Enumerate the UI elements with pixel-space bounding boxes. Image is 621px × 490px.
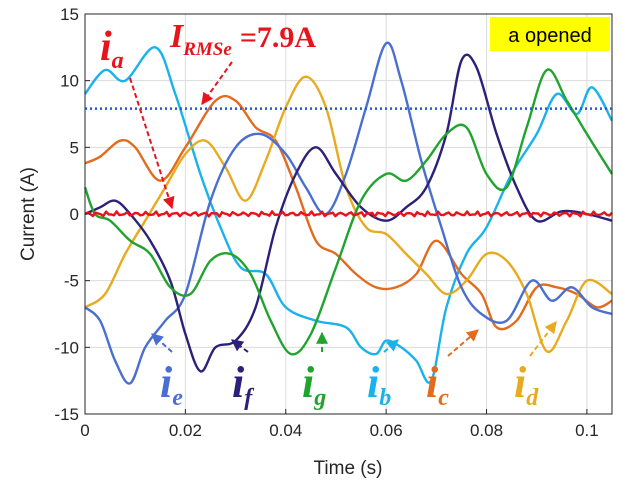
rms-label-sub: RMSe: [182, 39, 232, 60]
series-arrow-c: [447, 329, 479, 357]
series-label-f: if: [232, 358, 254, 411]
series-line-c: [84, 94, 613, 331]
y-tick-label: 0: [70, 205, 79, 224]
ticks: 0 0.02 0.04 0.06 0.08 0.1 15 10 5 0 -5 -10 -15: [54, 5, 598, 440]
opened-badge: [490, 17, 610, 51]
x-tick-label: 0.08: [470, 421, 503, 440]
series-arrow-e: [151, 333, 173, 353]
series-arrow-b: [383, 339, 399, 353]
rms-label-main: I: [169, 18, 185, 55]
x-tick-label: 0.1: [575, 421, 599, 440]
x-tick-label: 0: [80, 421, 89, 440]
series-line-a: [84, 210, 613, 218]
rms-label: IRMSe =7.9A: [169, 18, 316, 60]
series-arrow-a: [129, 77, 175, 210]
y-tick-label: 15: [60, 5, 79, 24]
x-tick-label: 0.02: [169, 421, 202, 440]
y-tick-label: -5: [64, 272, 79, 291]
series-arrow-d: [529, 321, 557, 357]
series-label-a: ia: [100, 24, 124, 74]
rms-arrow: [201, 61, 233, 105]
y-tick-label: -10: [54, 338, 79, 357]
x-axis-label: Time (s): [314, 458, 383, 479]
y-tick-label: -15: [54, 405, 79, 424]
series-line-f: [84, 53, 613, 373]
rms-label-value: =7.9A: [240, 21, 317, 54]
x-tick-label: 0.04: [269, 421, 302, 440]
x-tick-label: 0.06: [370, 421, 403, 440]
series-arrow-f: [231, 339, 249, 353]
y-axis-label: Current (A): [18, 167, 39, 261]
series-label-e: ie: [160, 358, 183, 411]
series-label-b: ib: [367, 358, 391, 411]
y-tick-label: 10: [60, 72, 79, 91]
annotations: ia ib ic id ie if ig: [100, 24, 557, 411]
opened-badge-text: a opened: [508, 25, 591, 47]
series-label-d: id: [514, 358, 539, 411]
y-tick-label: 5: [70, 138, 79, 157]
series-label-c: ic: [426, 358, 449, 411]
series-line-g: [83, 68, 614, 356]
series-label-g: ig: [302, 358, 326, 411]
series-line-b: [84, 46, 614, 384]
